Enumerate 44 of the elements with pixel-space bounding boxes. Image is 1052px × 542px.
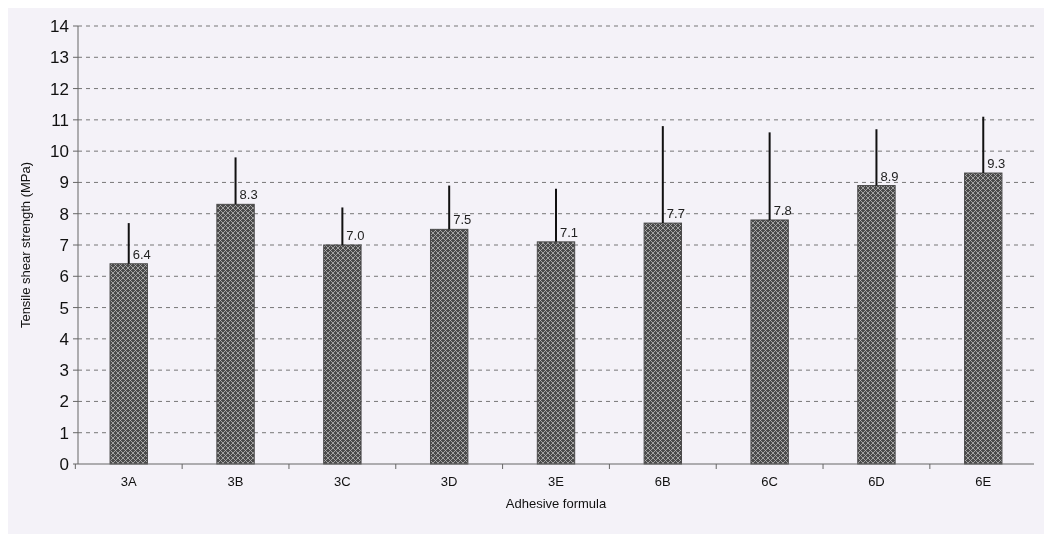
y-tick-label: 11 [51,110,69,130]
x-tick-label: 3B [227,474,244,489]
y-tick-label: 5 [59,298,69,318]
bar [643,222,683,465]
x-tick-label: 3D [440,474,458,489]
bar [964,172,1003,465]
x-tick-label: 6B [654,474,671,489]
x-tick-label: 3C [334,474,351,489]
bar [109,263,148,465]
bar [216,203,255,465]
x-axis-title: Adhesive formula [505,496,607,511]
y-tick-label: 6 [59,267,69,287]
y-tick-label: 10 [50,142,69,162]
bar [857,185,896,465]
y-tick-label: 7 [59,235,69,255]
y-tick-label: 8 [59,204,69,224]
x-tick-label: 6D [868,474,885,489]
x-tick-label: 6E [975,474,992,489]
x-tick-label: 3E [548,474,565,489]
data-label: 9.3 [987,156,1006,172]
x-tick-label: 6C [761,474,778,489]
y-tick-label: 12 [50,79,69,99]
bar [750,219,789,465]
data-label: 7.1 [560,224,579,240]
bar [536,241,576,465]
data-label: 7.7 [666,206,685,222]
data-label: 8.9 [880,168,899,184]
bar [323,244,362,465]
data-label: 7.0 [346,228,365,243]
data-label: 7.5 [453,212,472,228]
y-tick-label: 1 [59,423,69,443]
y-tick-label: 14 [50,16,69,36]
y-tick-label: 0 [59,454,69,474]
bar [429,228,469,465]
data-label: 6.4 [132,246,151,262]
data-label: 7.8 [773,202,792,218]
y-tick-label: 13 [50,48,69,68]
y-tick-label: 3 [59,361,69,381]
y-tick-label: 4 [59,329,69,349]
x-tick-label: 3A [120,474,138,489]
y-tick-label: 2 [59,392,69,412]
y-axis-title: Tensile shear strength (MPa) [18,161,33,329]
data-label: 8.3 [239,187,258,203]
y-tick-label: 9 [59,173,69,193]
